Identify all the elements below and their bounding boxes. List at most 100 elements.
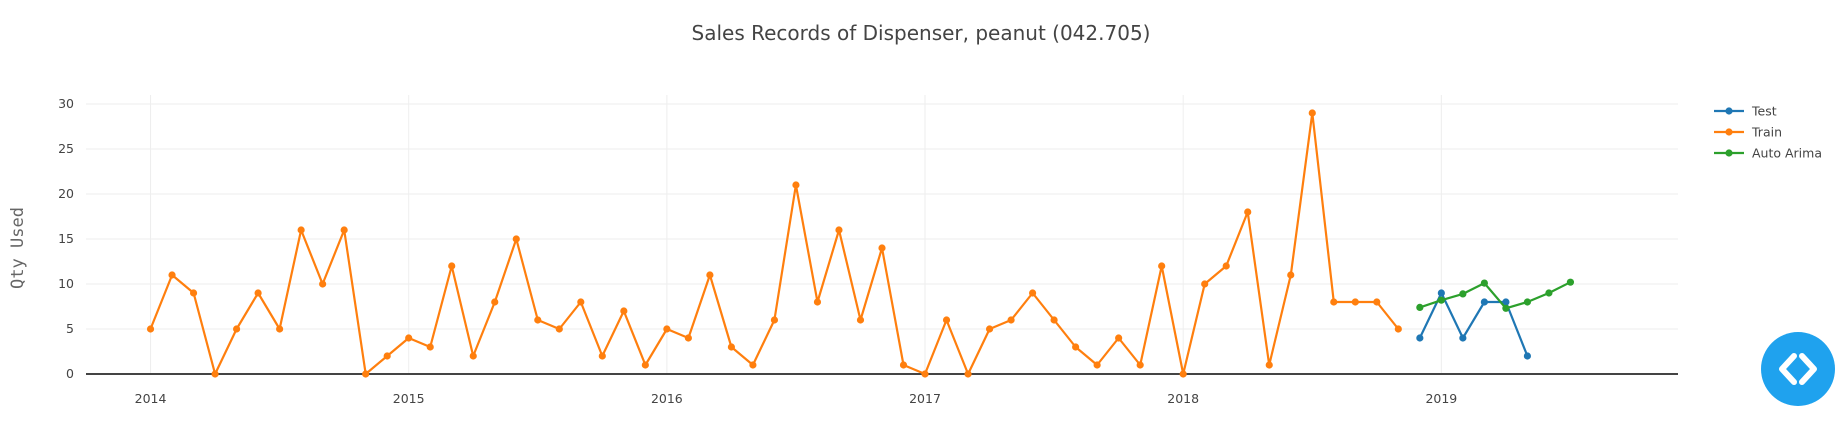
data-point-train	[340, 226, 348, 234]
data-point-train	[1050, 316, 1058, 324]
data-point-train	[512, 235, 520, 243]
data-point-train	[319, 280, 327, 288]
y-axis-label: Qty Used	[8, 207, 28, 289]
legend-marker-train	[1725, 128, 1733, 136]
data-point-train	[727, 343, 736, 351]
series-line-train	[149, 111, 1400, 376]
code-brackets-icon	[1779, 353, 1817, 385]
data-point-train	[684, 334, 692, 342]
series-line-auto-arima	[1419, 281, 1571, 310]
data-point-train	[856, 316, 865, 324]
legend-label-test: Test	[1751, 104, 1777, 119]
y-tick-label: 10	[58, 276, 74, 291]
data-point-auto-arima	[1437, 296, 1445, 304]
data-point-train	[555, 325, 563, 333]
chart-title: Sales Records of Dispenser, peanut (042.…	[692, 21, 1151, 45]
data-point-train	[770, 316, 779, 324]
y-tick-label: 25	[58, 141, 74, 156]
data-point-train	[254, 289, 262, 297]
legend-marker-auto-arima	[1725, 149, 1733, 157]
legend-marker-test	[1725, 107, 1733, 115]
data-point-train	[1265, 361, 1273, 369]
data-point-auto-arima	[1416, 303, 1424, 311]
data-point-train	[1330, 298, 1338, 306]
x-tick-label: 2019	[1425, 391, 1457, 406]
y-tick-label: 15	[58, 231, 74, 246]
data-point-auto-arima	[1480, 279, 1488, 287]
data-point-train	[146, 325, 155, 333]
data-point-train	[878, 244, 886, 252]
data-point-train	[1201, 280, 1209, 288]
legend[interactable]: Test Train Auto Arima	[1714, 104, 1822, 161]
data-point-train	[749, 361, 757, 369]
data-point-train	[899, 361, 908, 369]
data-point-train	[663, 325, 671, 333]
data-point-train	[1394, 325, 1402, 333]
data-point-test	[1480, 298, 1488, 306]
data-point-train	[362, 370, 370, 378]
data-point-train	[1287, 271, 1295, 279]
data-point-train	[383, 352, 391, 360]
data-point-train	[1222, 262, 1230, 270]
y-tick-label: 0	[66, 366, 74, 381]
data-point-train	[211, 370, 219, 378]
data-point-auto-arima	[1545, 289, 1553, 297]
legend-item-test[interactable]: Test	[1714, 104, 1777, 119]
data-point-train	[1072, 343, 1080, 351]
data-point-train	[491, 298, 499, 306]
data-point-test	[1523, 352, 1532, 360]
data-point-train	[1373, 298, 1381, 306]
data-point-test	[1459, 334, 1467, 342]
data-point-train	[1115, 334, 1123, 342]
x-tick-label: 2014	[135, 391, 167, 406]
axes: 0 5 10 15 20 25 30 2014 2015 2016 2017 2018 2019	[58, 96, 1678, 406]
data-point-train	[964, 370, 972, 378]
data-point-train	[835, 226, 843, 234]
data-point-train	[189, 289, 198, 297]
data-point-train	[232, 325, 241, 333]
data-point-train	[1007, 316, 1015, 324]
y-tick-label: 5	[66, 321, 74, 336]
data-point-test	[1502, 298, 1510, 306]
x-tick-label: 2016	[651, 391, 683, 406]
data-point-train	[1158, 262, 1166, 270]
x-tick-label: 2018	[1167, 391, 1199, 406]
data-point-test	[1416, 334, 1424, 342]
data-point-train	[985, 325, 994, 333]
data-point-train	[297, 226, 305, 234]
data-point-train	[1028, 289, 1037, 297]
x-tick-label: 2015	[393, 391, 425, 406]
data-point-train	[792, 181, 800, 189]
y-tick-label: 30	[58, 96, 74, 111]
legend-label-train: Train	[1751, 125, 1782, 140]
y-tick-label: 20	[58, 186, 74, 201]
data-point-train	[1244, 208, 1252, 216]
data-point-train	[1179, 370, 1187, 378]
data-point-train	[534, 316, 542, 324]
plot-area	[146, 109, 1575, 378]
series-auto-arima	[1416, 278, 1575, 312]
data-point-test	[1437, 289, 1445, 297]
series-train	[146, 109, 1402, 378]
data-point-train	[469, 352, 477, 360]
data-point-train	[1351, 298, 1359, 306]
x-tick-label: 2017	[909, 391, 941, 406]
data-point-train	[276, 325, 284, 333]
data-point-auto-arima	[1566, 278, 1575, 286]
data-point-train	[620, 307, 628, 315]
data-point-train	[1308, 109, 1316, 117]
data-point-train	[706, 271, 714, 279]
data-point-train	[598, 352, 606, 360]
embed-code-button[interactable]	[1761, 332, 1835, 406]
data-point-train	[405, 334, 413, 342]
legend-item-auto-arima[interactable]: Auto Arima	[1714, 146, 1822, 161]
legend-item-train[interactable]: Train	[1714, 125, 1782, 140]
data-point-auto-arima	[1502, 304, 1510, 312]
data-point-train	[921, 370, 929, 378]
data-point-train	[577, 298, 585, 306]
data-point-auto-arima	[1459, 290, 1467, 298]
gridlines	[86, 95, 1678, 374]
series-test	[1416, 289, 1532, 360]
data-point-train	[942, 316, 951, 324]
